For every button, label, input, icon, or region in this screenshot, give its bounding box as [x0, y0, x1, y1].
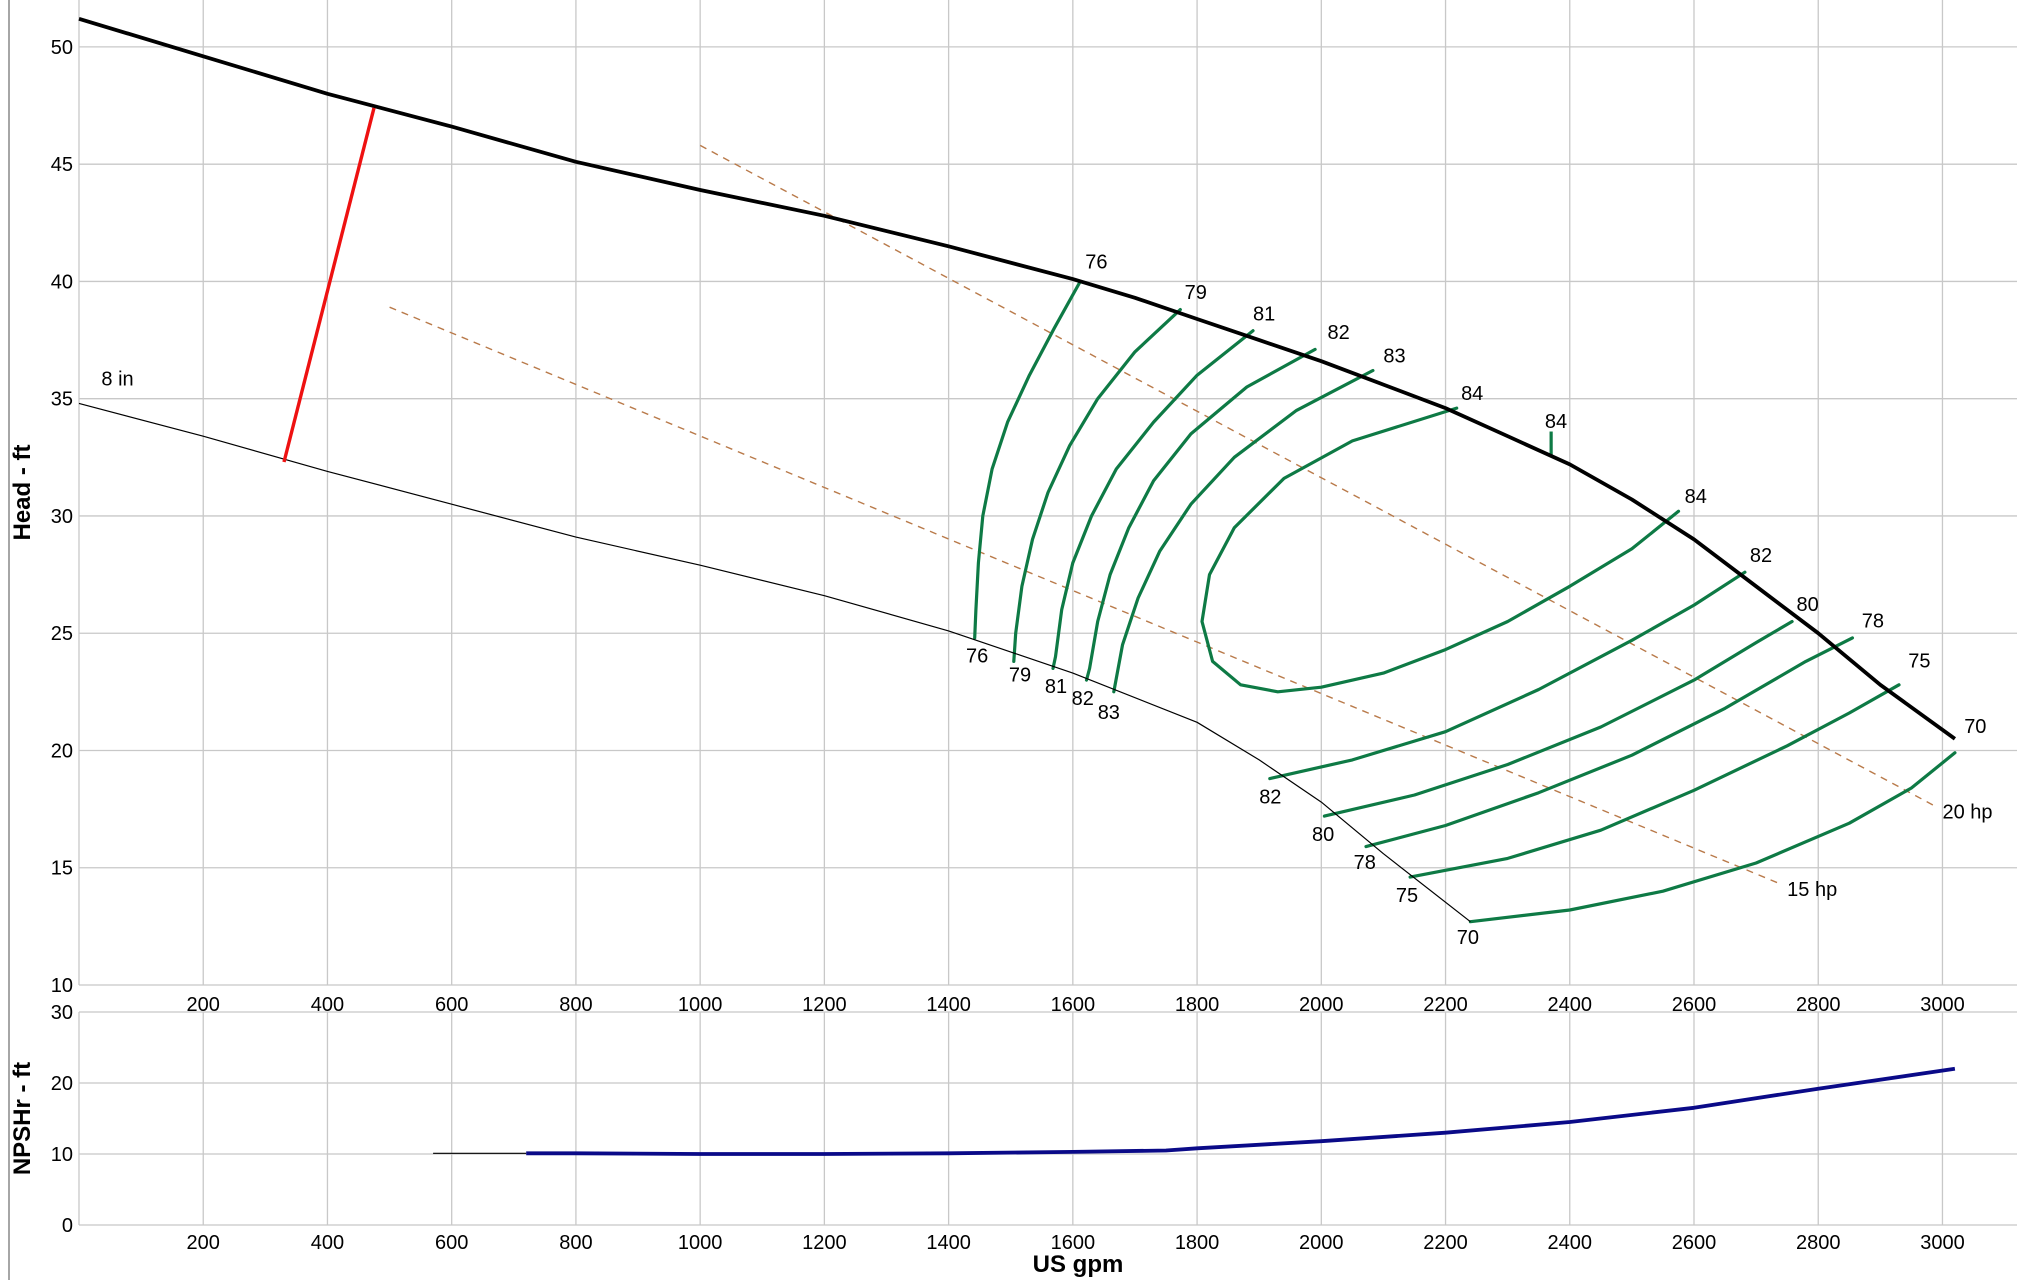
impeller-curve	[78, 402, 1471, 923]
efficiency-label: 84	[1685, 486, 1707, 508]
efficiency-label: 84	[1461, 383, 1483, 405]
power-line	[699, 144, 1937, 808]
head-y-axis-label: Head - ft	[9, 444, 36, 540]
power-line-label: 15 hp	[1787, 879, 1837, 901]
efficiency-label: 76	[1085, 252, 1107, 274]
head-x-tick-label: 2400	[1548, 994, 1593, 1016]
npsh-y-tick-label: 30	[51, 1002, 73, 1024]
npsh-x-tick-label: 200	[187, 1232, 220, 1254]
x-axis-label: US gpm	[1033, 1251, 1124, 1278]
head-y-tick-label: 45	[51, 154, 73, 176]
efficiency-curve-83	[1112, 368, 1375, 694]
impeller-curve	[78, 16, 1957, 741]
npsh-x-tick-label: 1000	[678, 1232, 723, 1254]
efficiency-label: 82	[1328, 322, 1350, 344]
head-x-tick-label: 200	[187, 994, 220, 1016]
head-x-tick-label: 1000	[678, 994, 723, 1016]
head-x-tick-label: 1200	[802, 994, 847, 1016]
efficiency-label: 83	[1098, 702, 1120, 724]
efficiency-label: 81	[1253, 303, 1275, 325]
npsh-x-tick-label: 2400	[1548, 1232, 1593, 1254]
head-x-tick-label: 600	[435, 994, 468, 1016]
efficiency-label: 70	[1964, 716, 1986, 738]
head-x-tick-label: 2200	[1423, 994, 1468, 1016]
head-x-tick-label: 2000	[1299, 994, 1344, 1016]
npsh-x-tick-label: 1800	[1175, 1232, 1220, 1254]
efficiency-label: 76	[966, 646, 988, 668]
npsh-y-tick-label: 0	[62, 1215, 73, 1237]
impeller-label: 8 in	[101, 369, 133, 391]
head-y-tick-label: 20	[51, 740, 73, 762]
head-x-tick-label: 800	[559, 994, 592, 1016]
efficiency-label: 78	[1862, 610, 1884, 632]
efficiency-curve-81	[1051, 329, 1255, 670]
efficiency-curve-70	[1468, 751, 1957, 924]
efficiency-label: 84	[1545, 411, 1567, 433]
efficiency-label: 81	[1045, 676, 1067, 698]
npshr-curve	[526, 1066, 1956, 1156]
power-line	[389, 306, 1782, 885]
head-y-tick-label: 35	[51, 389, 73, 411]
npsh-x-tick-label: 1400	[926, 1232, 971, 1254]
head-x-tick-label: 2600	[1672, 994, 1717, 1016]
power-line-label: 20 hp	[1942, 801, 1992, 823]
efficiency-label: 75	[1396, 885, 1418, 907]
npsh-x-tick-label: 2600	[1672, 1232, 1717, 1254]
efficiency-curve-78	[1364, 636, 1854, 849]
efficiency-label: 79	[1185, 282, 1207, 304]
head-y-tick-label: 15	[51, 858, 73, 880]
efficiency-curve-82	[1084, 347, 1317, 682]
npsh-x-tick-label: 400	[311, 1232, 344, 1254]
npsh-x-tick-label: 1200	[802, 1232, 847, 1254]
efficiency-label: 82	[1750, 545, 1772, 567]
efficiency-curve-79	[1012, 308, 1182, 663]
efficiency-label: 78	[1354, 852, 1376, 874]
min-flow-line	[282, 107, 376, 463]
npsh-x-tick-label: 800	[559, 1232, 592, 1254]
npsh-y-tick-label: 10	[51, 1144, 73, 1166]
efficiency-label: 75	[1908, 650, 1930, 672]
head-y-tick-label: 10	[51, 975, 73, 997]
efficiency-curve-84	[1200, 406, 1681, 694]
head-y-tick-label: 40	[51, 271, 73, 293]
efficiency-label: 82	[1259, 786, 1281, 808]
efficiency-label: 79	[1009, 664, 1031, 686]
npsh-y-tick-label: 20	[51, 1073, 73, 1095]
npsh-x-tick-label: 3000	[1920, 1232, 1965, 1254]
npsh-x-tick-label: 1600	[1051, 1232, 1096, 1254]
head-y-tick-label: 30	[51, 506, 73, 528]
npsh-x-tick-label: 2800	[1796, 1232, 1841, 1254]
npsh-y-axis-label: NPSHr - ft	[9, 1062, 36, 1175]
efficiency-curve-82	[1268, 570, 1747, 781]
npsh-x-tick-label: 600	[435, 1232, 468, 1254]
head-y-tick-label: 50	[51, 37, 73, 59]
head-x-tick-label: 3000	[1920, 994, 1965, 1016]
efficiency-label: 82	[1072, 688, 1094, 710]
efficiency-label: 70	[1457, 927, 1479, 949]
head-x-tick-label: 2800	[1796, 994, 1841, 1016]
head-x-tick-label: 1800	[1175, 994, 1220, 1016]
efficiency-label: 80	[1796, 594, 1818, 616]
head-y-tick-label: 25	[51, 623, 73, 645]
head-x-tick-label: 400	[311, 994, 344, 1016]
efficiency-label: 83	[1383, 345, 1405, 367]
efficiency-curve-75	[1408, 683, 1901, 879]
head-x-tick-label: 1600	[1051, 994, 1096, 1016]
efficiency-label: 80	[1312, 824, 1334, 846]
npsh-x-tick-label: 2000	[1299, 1232, 1344, 1254]
efficiency-curve-76	[973, 279, 1082, 640]
npsh-x-tick-label: 2200	[1423, 1232, 1468, 1254]
impeller-label: 9.88 in	[101, 0, 161, 4]
head-x-tick-label: 1400	[926, 994, 971, 1016]
efficiency-curve-80	[1322, 619, 1794, 818]
